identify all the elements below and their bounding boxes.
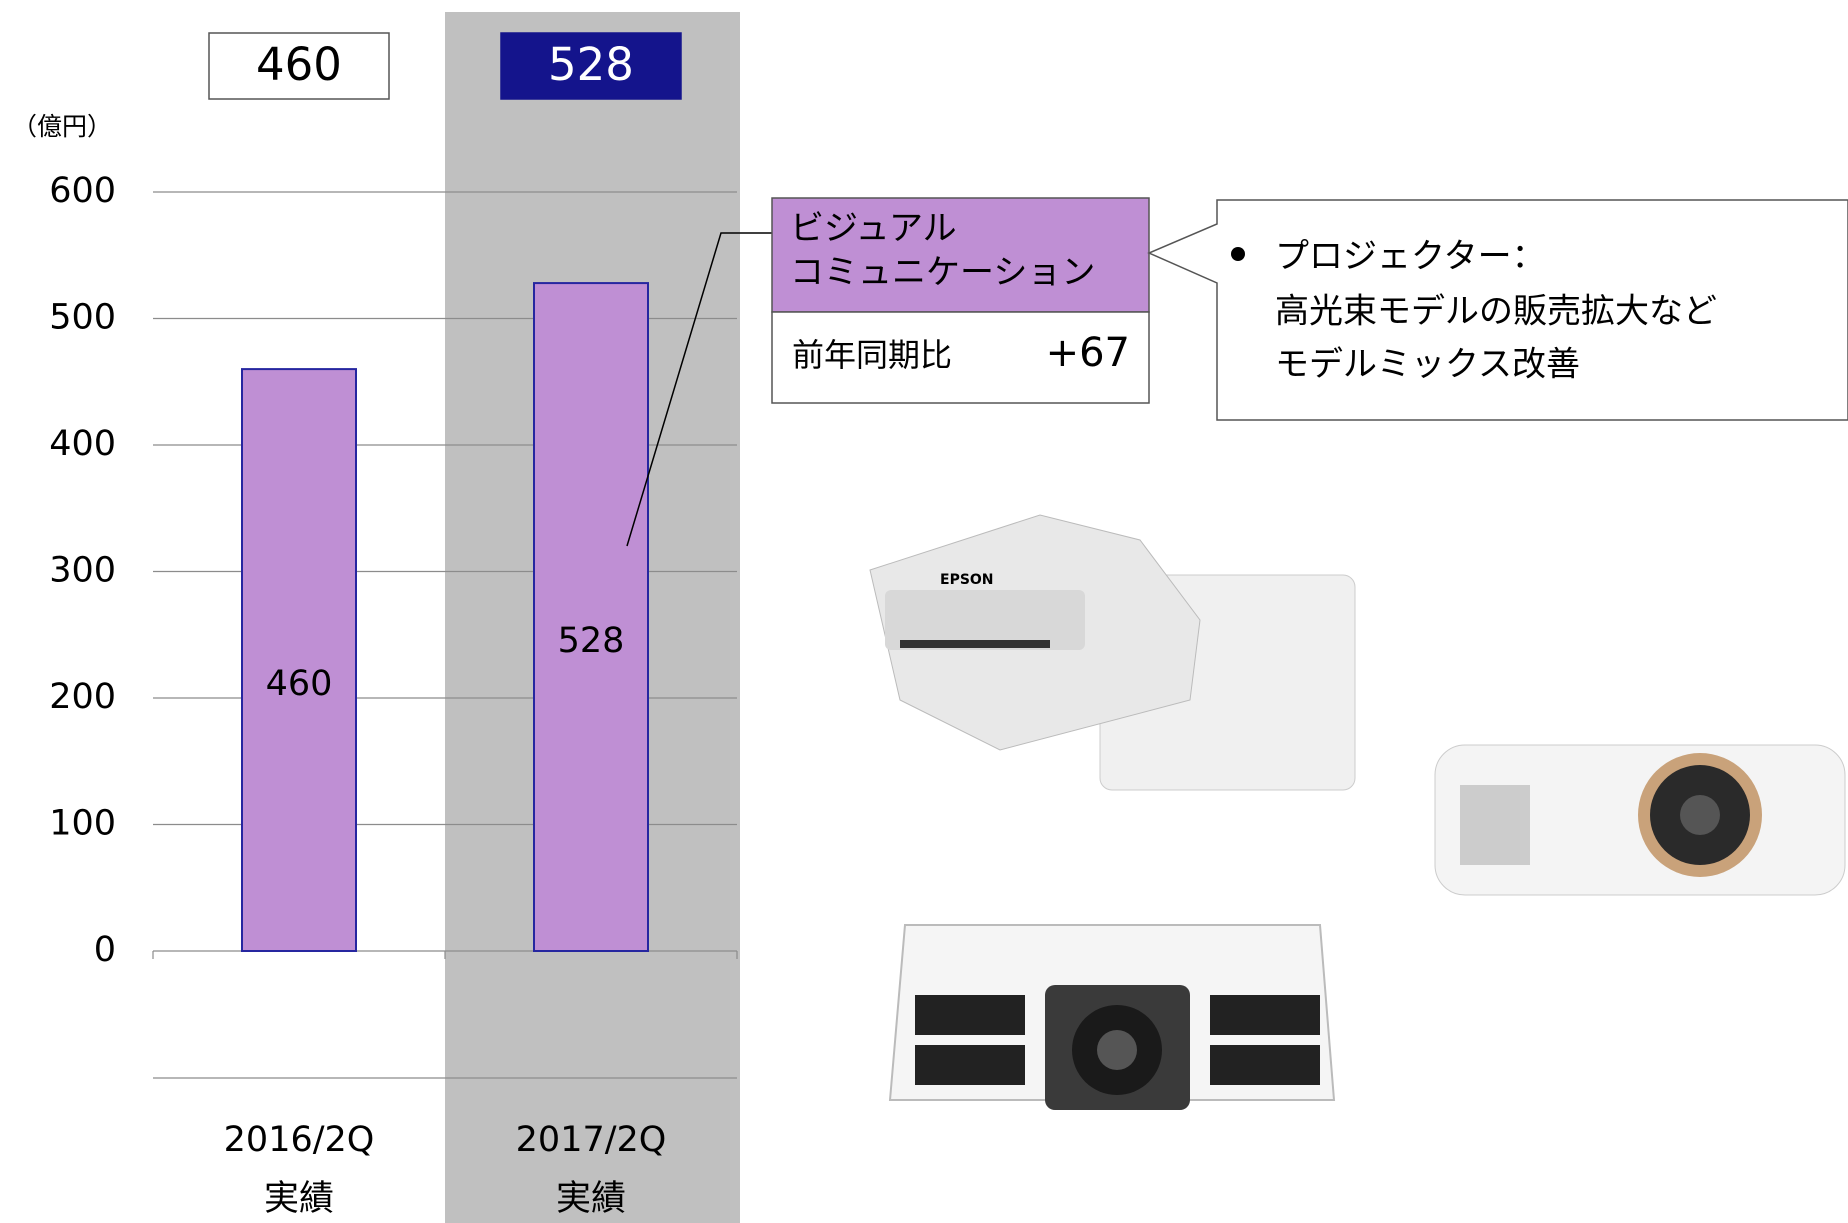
y-tick-label: 200 bbox=[49, 677, 116, 717]
comparison-label: 前年同期比 bbox=[792, 336, 952, 374]
segment-label: ビジュアル bbox=[790, 209, 957, 249]
y-tick-label: 400 bbox=[49, 424, 116, 464]
y-tick-label: 0 bbox=[94, 930, 116, 970]
data-label: 528 bbox=[558, 621, 625, 661]
bar bbox=[534, 283, 648, 951]
brand: EPSON bbox=[940, 572, 994, 588]
projector-image: EPSON bbox=[870, 515, 1355, 790]
projector-image bbox=[890, 925, 1334, 1110]
y-tick-label: 600 bbox=[49, 171, 116, 211]
segment-label: コミュニケーション bbox=[790, 253, 1095, 293]
y-tick-label: 500 bbox=[49, 298, 116, 338]
projector-image bbox=[1435, 745, 1845, 895]
data-label: 460 bbox=[266, 664, 333, 704]
page: （億円） 0 100 200 300 400 500 600 2016/2Q 実績 460 460 2… bbox=[0, 0, 1848, 1223]
x-tick-sublabel: 実績 bbox=[556, 1179, 626, 1219]
bullet bbox=[1231, 247, 1245, 261]
x-tick-label: 2017/2Q bbox=[516, 1120, 667, 1160]
x-tick-sublabel: 実績 bbox=[264, 1179, 334, 1219]
comparison-value: +67 bbox=[1046, 330, 1130, 376]
note-text: 高光束モデルの販売拡大など bbox=[1275, 292, 1717, 332]
x-tick-label: 2016/2Q bbox=[224, 1120, 375, 1160]
note-text: プロジェクター： bbox=[1275, 237, 1546, 277]
unit-label: （億円） bbox=[12, 112, 112, 141]
total-label: 528 bbox=[548, 38, 634, 91]
total-label: 460 bbox=[256, 38, 342, 91]
y-tick-label: 100 bbox=[49, 804, 116, 844]
y-tick-label: 300 bbox=[49, 551, 116, 591]
note-text: モデルミックス改善 bbox=[1275, 345, 1580, 385]
bar bbox=[242, 369, 356, 951]
